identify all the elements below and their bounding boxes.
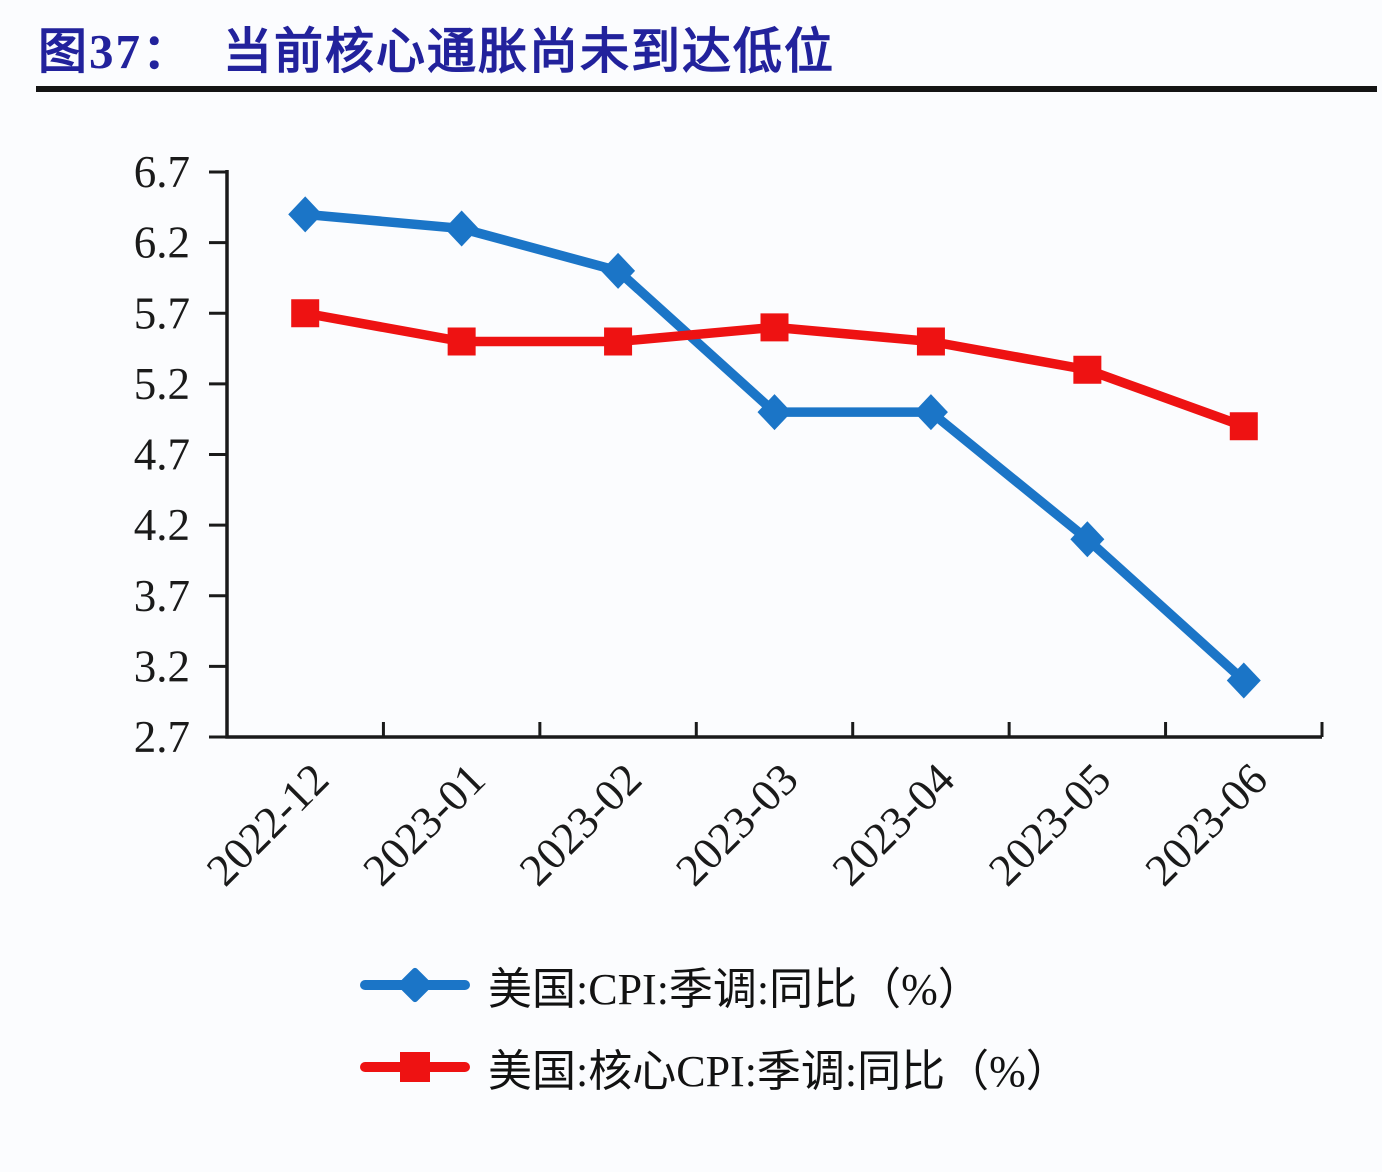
data-point-diamond (913, 394, 948, 431)
y-tick-label: 2.7 (134, 712, 190, 762)
data-point-diamond (757, 394, 792, 431)
data-point-square (1229, 412, 1258, 441)
data-point-diamond (1226, 662, 1261, 699)
y-tick-label: 4.7 (134, 430, 190, 480)
x-tick-label: 2023-02 (510, 754, 651, 895)
figure-number-label: 图37： (38, 24, 194, 79)
x-tick-label: 2022-12 (197, 754, 338, 895)
square-marker-icon (400, 1052, 430, 1082)
y-tick-label: 6.2 (134, 218, 190, 268)
data-point-square (291, 299, 320, 328)
legend-label: 美国:CPI:季调:同比（%） (488, 965, 982, 1014)
x-tick-label: 2023-01 (353, 754, 494, 895)
legend-diamond-swatch (360, 965, 470, 1005)
x-tick-label: 2023-06 (1135, 754, 1276, 895)
data-point-square (1073, 355, 1102, 384)
data-point-diamond (601, 252, 636, 289)
data-point-square (447, 327, 476, 356)
data-point-square (916, 327, 945, 356)
series-line-0 (300, 209, 1249, 686)
diamond-marker-icon (396, 966, 434, 1004)
axis-lines (225, 170, 1322, 739)
data-point-square (760, 313, 789, 342)
y-tick-label: 6.7 (134, 147, 190, 197)
y-tick-label: 5.2 (134, 359, 190, 409)
legend-item-1: 美国:核心CPI:季调:同比（%） (360, 1038, 1070, 1096)
y-tick-label: 5.7 (134, 288, 190, 338)
figure-title-text: 当前核心通胀尚未到达低位 (223, 24, 836, 79)
title-divider (36, 86, 1377, 92)
chart-legend: 美国:CPI:季调:同比（%） 美国:核心CPI:季调:同比（%） (360, 956, 1070, 1096)
data-point-diamond (444, 210, 479, 247)
figure-title: 图37： 当前核心通胀尚未到达低位 (38, 12, 835, 83)
legend-square-swatch (360, 1047, 470, 1087)
data-point-square (604, 327, 633, 356)
data-point-diamond (288, 196, 323, 233)
x-tick-label: 2023-05 (979, 754, 1120, 895)
y-tick-label: 4.2 (134, 500, 190, 550)
legend-item-0: 美国:CPI:季调:同比（%） (360, 956, 1070, 1014)
y-tick-label: 3.2 (134, 641, 190, 691)
y-tick-label: 3.7 (134, 571, 190, 621)
legend-label: 美国:核心CPI:季调:同比（%） (488, 1047, 1070, 1096)
x-tick-label: 2023-03 (666, 754, 807, 895)
data-point-diamond (1070, 521, 1105, 558)
x-tick-label: 2023-04 (823, 754, 964, 895)
